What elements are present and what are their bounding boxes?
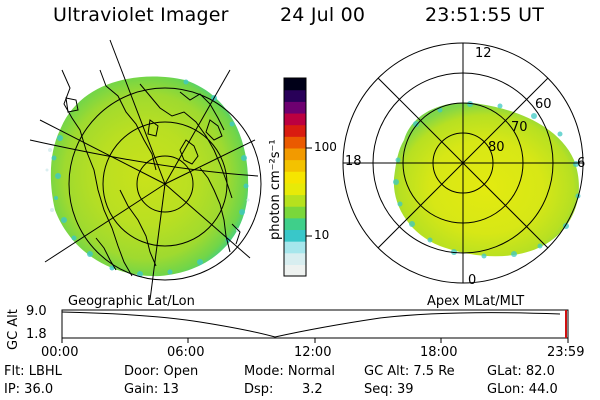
colorbar-segment — [284, 229, 306, 242]
colorbar-segment — [284, 78, 306, 91]
colorbar-segment — [284, 217, 306, 231]
colorbar-segment — [284, 182, 306, 196]
colorbar-segment — [284, 264, 306, 277]
info-glat: GLat: 82.0 — [487, 364, 555, 379]
magnetic-polar-map — [342, 42, 584, 284]
info-glon: GLon: 44.0 — [487, 382, 558, 397]
mlt-6-label: 6 — [577, 156, 586, 171]
altitude-y-bottom: 1.8 — [26, 327, 47, 342]
colorbar-segment — [284, 101, 306, 114]
info-ip: IP: 36.0 — [4, 382, 54, 397]
x-tick-2: 12:00 — [294, 345, 332, 360]
mlat-70-label: 70 — [511, 120, 528, 135]
info-filter: Flt: LBHL — [4, 364, 62, 379]
colorbar-segment — [284, 159, 306, 172]
mlt-12-label: 12 — [475, 46, 492, 61]
colorbar-segment — [284, 194, 306, 207]
info-gain: Gain: 13 — [124, 382, 179, 397]
x-tick-4: 23:59 — [547, 345, 585, 360]
altitude-plot — [61, 309, 569, 343]
colorbar-segment — [284, 206, 306, 219]
info-gc-alt: GC Alt: 7.5 Re — [364, 364, 455, 379]
mlat-80-label: 80 — [488, 140, 505, 155]
image-title: Ultraviolet Imager — [53, 4, 229, 26]
image-time: 23:51:55 UT — [425, 4, 545, 26]
colorbar — [284, 78, 306, 277]
colorbar-tick-100: 100 — [314, 140, 337, 154]
x-tick-1: 06:00 — [167, 345, 205, 360]
info-dsp-value: 3.2 — [302, 382, 323, 397]
x-tick-0: 00:00 — [41, 345, 79, 360]
info-door: Door: Open — [124, 364, 199, 379]
colorbar-segment — [284, 252, 306, 265]
altitude-y-top: 9.0 — [26, 304, 47, 319]
image-date: 24 Jul 00 — [280, 4, 366, 26]
geographic-map — [29, 39, 262, 301]
colorbar-segment — [284, 112, 306, 126]
colorbar-segment — [284, 171, 306, 184]
x-tick-3: 18:00 — [420, 345, 458, 360]
colorbar-segment — [284, 136, 306, 149]
info-seq: Seq: 39 — [364, 382, 414, 397]
colorbar-segment — [284, 147, 306, 161]
coastline — [61, 69, 241, 277]
mlt-0-label: 0 — [468, 273, 477, 288]
mlat-60-label: 60 — [535, 97, 552, 112]
left-panel-caption: Geographic Lat/Lon — [68, 294, 195, 309]
altitude-ylabel: GC Alt — [6, 309, 21, 350]
mlt-18-label: 18 — [345, 154, 362, 169]
colorbar-unit-label: photon cm⁻²s⁻¹ — [268, 139, 283, 240]
colorbar-segment — [284, 89, 306, 102]
right-panel-caption: Apex MLat/MLT — [427, 294, 525, 309]
colorbar-tick-10: 10 — [314, 228, 330, 242]
info-mode: Mode: Normal — [244, 364, 335, 379]
colorbar-segment — [284, 241, 306, 254]
info-dsp-label: Dsp: — [244, 382, 274, 397]
auroral-emission — [393, 102, 579, 257]
colorbar-segment — [284, 124, 306, 137]
